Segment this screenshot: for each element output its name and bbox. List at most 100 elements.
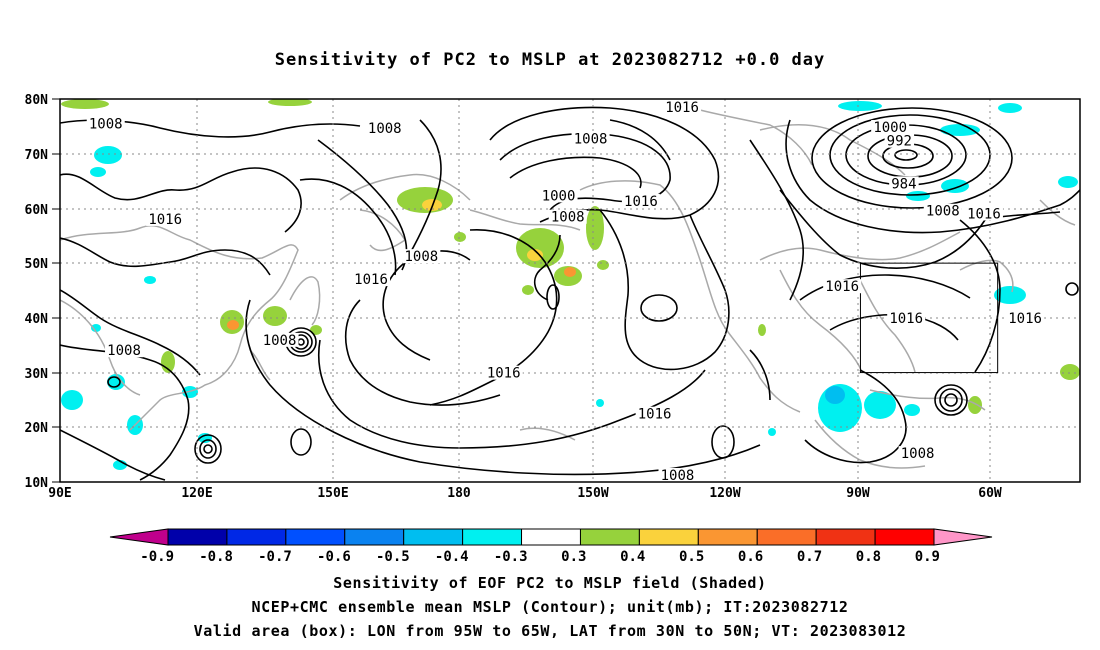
colorbar-segment [167, 528, 228, 546]
contour-label-bg [539, 188, 578, 203]
contour-label: 1008 [901, 446, 935, 462]
contour-label-bg [964, 206, 1003, 221]
lat-label: 70N [25, 148, 49, 163]
contour-label: 1016 [1008, 311, 1042, 327]
colorbar-segment [756, 528, 817, 546]
contour-label-bg [1006, 310, 1045, 325]
colorbar: -0.9 -0.8 -0.7 -0.6 -0.5 -0.4 -0.3 0.3 0.4 0.5 0.6… [109, 528, 993, 565]
contour-label-bg [887, 310, 926, 325]
colorbar-min-arrow [109, 528, 169, 546]
contour-label: 1008 [926, 204, 960, 220]
lat-label: 80N [25, 93, 49, 108]
contour-label-bg [402, 249, 441, 264]
colorbar-segment [285, 528, 346, 546]
chart-title: Sensitivity of PC2 to MSLP at 2023082712… [274, 50, 826, 70]
contour-label-bg [663, 99, 702, 114]
colorbar-tick-label: -0.4 [435, 549, 469, 565]
colorbar-segment [403, 528, 464, 546]
contour-label-bg [923, 203, 962, 218]
contour-label-bg [352, 272, 391, 287]
shading-layer [61, 99, 1080, 470]
contour-label: 1000 [873, 120, 907, 136]
contour-label-bg [260, 332, 299, 347]
contour-label-bg [86, 116, 125, 131]
colorbar-segment [226, 528, 287, 546]
colorbar-segment [462, 528, 523, 546]
colorbar-tick-label: 0.6 [738, 549, 763, 565]
contour-label-bg [635, 406, 674, 421]
contour-label: 1016 [487, 366, 521, 382]
colorbar-tick-label: 0.9 [915, 549, 940, 565]
contour-label-bg [898, 446, 937, 461]
contour-label-bg [823, 279, 862, 294]
contour-label: 992 [887, 134, 912, 150]
colorbar-tick-label: -0.3 [494, 549, 528, 565]
lat-label: 20N [25, 421, 49, 436]
lat-ticks [52, 98, 60, 483]
contour-label: 1008 [551, 210, 585, 226]
contour-label-bg [571, 131, 610, 146]
lat-label: 60N [25, 203, 49, 218]
lon-label: 90W [846, 486, 870, 501]
colorbar-segment [874, 528, 935, 546]
contour-label: 984 [891, 176, 916, 192]
contour-label: 1008 [89, 117, 123, 133]
colorbar-segment [697, 528, 758, 546]
coastline-layer [60, 109, 1076, 469]
contour-label: 1008 [368, 121, 402, 137]
lon-label: 150W [577, 486, 608, 501]
colorbar-segment [638, 528, 699, 546]
contour-label: 1016 [148, 212, 182, 228]
colorbar-tick-label: -0.6 [317, 549, 351, 565]
contour-label-bg [484, 365, 523, 380]
contour-label-bg [621, 193, 660, 208]
contour-label: 1016 [354, 272, 388, 288]
colorbar-tick-label: -0.5 [376, 549, 410, 565]
contour-label: 1008 [107, 343, 141, 359]
lon-label: 120W [709, 486, 740, 501]
colorbar-segment [521, 528, 581, 546]
contour-label: 1016 [889, 311, 923, 327]
contour-label-bg [889, 176, 919, 191]
contour-label-bg [365, 121, 404, 136]
colorbar-tick-label: 0.5 [679, 549, 704, 565]
lat-axis-labels: 80N 70N 60N 50N 40N 30N 20N 10N [25, 93, 49, 491]
colorbar-segment [579, 528, 640, 546]
contour-label-bg [871, 119, 910, 134]
contour-label-bg [658, 467, 697, 482]
contour-label: 1008 [404, 249, 438, 265]
contour-label: 1016 [624, 194, 658, 210]
caption-line-2: NCEP+CMC ensemble mean MSLP (Contour); u… [251, 598, 849, 616]
colorbar-segment [815, 528, 876, 546]
lon-label: 180 [447, 486, 471, 501]
colorbar-tick-label: 0.7 [797, 549, 822, 565]
contour-label-bg [548, 209, 587, 224]
lon-axis-labels: 90E 120E 150E 180 150W 120W 90W 60W [48, 486, 1002, 501]
contour-label: 1008 [661, 468, 695, 484]
contour-label: 1016 [967, 206, 1001, 222]
lon-label: 150E [317, 486, 348, 501]
contour-label: 1016 [825, 279, 859, 295]
lon-label: 90E [48, 486, 71, 501]
colorbar-segment [344, 528, 405, 546]
contour-layer [60, 106, 1080, 481]
grid-layer [60, 99, 1080, 482]
plot-frame [59, 98, 1081, 483]
lat-label: 30N [25, 367, 49, 382]
contour-label: 1008 [574, 131, 608, 147]
contour-label-bg [105, 343, 144, 358]
lon-label: 60W [978, 486, 1002, 501]
colorbar-tick-label: -0.8 [199, 549, 233, 565]
colorbar-tick-label: 0.8 [856, 549, 881, 565]
colorbar-tick-label: -0.9 [140, 549, 174, 565]
contour-label: 1016 [638, 407, 672, 423]
caption-line-1: Sensitivity of EOF PC2 to MSLP field (Sh… [333, 574, 767, 592]
contour-label: 1016 [665, 100, 699, 116]
contour-label-bg [146, 211, 185, 226]
valid-area-box [859, 262, 999, 374]
lon-label: 120E [181, 486, 212, 501]
lat-label: 10N [25, 476, 49, 491]
lat-label: 40N [25, 312, 49, 327]
colorbar-tick-label: -0.7 [258, 549, 292, 565]
contour-labels: 1008 100810161008100099298410001008101610… [86, 99, 1045, 484]
